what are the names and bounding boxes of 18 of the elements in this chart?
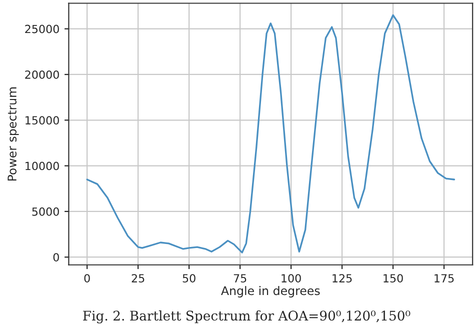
y-tick-label: 20000	[25, 70, 59, 79]
x-tick-label: 50	[182, 274, 196, 283]
x-tick-label: 175	[434, 274, 454, 283]
x-axis-title: Angle in degrees	[221, 286, 320, 298]
x-tick-label: 125	[332, 274, 352, 283]
y-tick-label: 5000	[32, 207, 59, 216]
caption: Fig. 2. Bartlett Spectrum for AOA=90⁰,120⁰,150⁰	[83, 310, 410, 324]
x-tick-label: 0	[84, 274, 90, 283]
y-tick-label: 0	[53, 253, 59, 262]
y-tick-label: 25000	[25, 24, 59, 34]
y-tick-label: 10000	[26, 162, 59, 170]
x-tick-label: 150	[384, 274, 403, 283]
y-tick-label: 15000	[26, 116, 59, 125]
y-axis-title: Power spectrum	[8, 87, 19, 181]
x-tick-label: 25	[132, 274, 144, 283]
line-series	[86, 14, 456, 254]
x-tick-label: 75	[234, 274, 246, 283]
x-tick-label: 100	[282, 274, 301, 283]
